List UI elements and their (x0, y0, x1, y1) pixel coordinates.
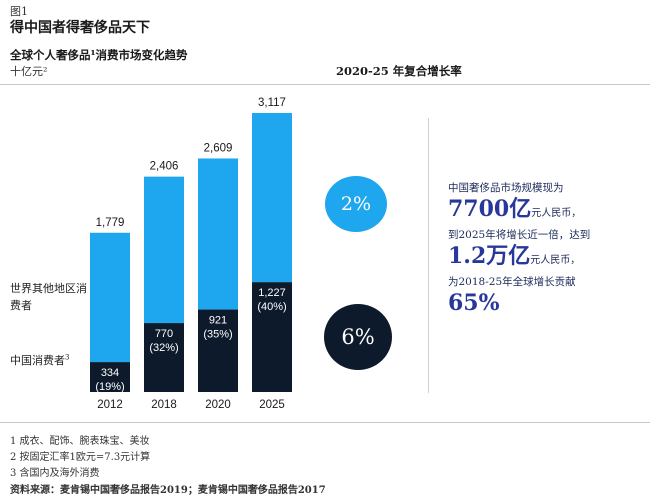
stacked-bar-chart: 1,779 334 (19%) 2012 2,406 770 (32%) 2018 2,609 9… (90, 97, 292, 411)
summary-line1: 中国奢侈品市场规模现为 (448, 182, 564, 194)
china-share-label-2018: (32%) (149, 342, 178, 354)
total-label-2018: 2,406 (150, 161, 179, 173)
bar-china-2012 (90, 362, 130, 392)
figure-label: 图1 (10, 5, 28, 18)
chart-unit: 十亿元² (10, 65, 48, 78)
summary-unit2: 元人民币， (530, 255, 581, 266)
bar-world-2018 (144, 176, 184, 324)
summary-unit1: 元人民币， (531, 208, 582, 219)
x-tick-2020: 2020 (205, 399, 231, 411)
china-value-label-2012: 334 (101, 367, 119, 379)
cagr-china-circle: 6% (324, 304, 392, 370)
china-value-label-2025: 1,227 (258, 287, 286, 299)
china-share-label-2012: (19%) (95, 381, 124, 393)
vertical-divider (428, 118, 429, 393)
summary-line2: 到2025年将增长近一倍，达到 (448, 229, 591, 241)
footnote-3: 3 含国内及海外消费 (10, 468, 100, 479)
total-label-2025: 3,117 (258, 97, 286, 109)
summary-big1: 7700亿 (448, 196, 532, 222)
summary-value-growth-share: 65% (448, 290, 500, 316)
summary-value-market-size: 7700亿元人民币， (448, 196, 648, 227)
bar-china-2025 (252, 282, 292, 392)
footnote-1: 1 成衣、配饰、腕表珠宝、美妆 (10, 436, 150, 447)
footnote-divider (0, 422, 650, 423)
x-tick-2025: 2025 (259, 399, 285, 411)
total-label-2020: 2,609 (204, 142, 233, 154)
china-value-label-2018: 770 (155, 328, 173, 340)
total-label-2012: 1,779 (96, 217, 125, 229)
bar-china-2020 (198, 309, 238, 392)
legend-world-consumers: 世界其他地区消费者 (10, 282, 87, 312)
footnote-2: 2 按固定汇率1欧元=7.3元计算 (10, 452, 151, 463)
x-tick-2012: 2012 (97, 399, 123, 411)
x-tick-2018: 2018 (151, 399, 177, 411)
cagr-world-circle: 2% (325, 176, 387, 232)
bar-china-2018 (144, 323, 184, 392)
figure-title: 得中国者得奢侈品天下 (10, 20, 150, 36)
summary-value-2025: 1.2万亿元人民币， (448, 243, 648, 274)
bar-world-2025 (252, 113, 292, 283)
legend-china-label: 中国消费者 (10, 354, 65, 367)
china-value-label-2020: 921 (209, 315, 227, 327)
china-share-label-2025: (40%) (257, 301, 286, 313)
summary-big2: 1.2万亿 (448, 243, 531, 269)
source-note: 资料来源：麦肯锡中国奢侈品报告2019；麦肯锡中国奢侈品报告2017 (10, 485, 326, 496)
cagr-title: 2020-25 年复合增长率 (336, 64, 462, 78)
summary-line3: 为2018-25年全球增长贡献 (448, 276, 576, 288)
legend-china-consumers: 中国消费者3 (10, 352, 69, 368)
bar-world-2020 (198, 158, 238, 310)
china-share-label-2020: (35%) (203, 329, 232, 341)
header-divider (0, 84, 650, 85)
bar-world-2012 (90, 232, 130, 363)
chart-title: 全球个人奢侈品¹消费市场变化趋势 (10, 48, 188, 62)
summary-callout: 中国奢侈品市场规模现为 7700亿元人民币， 到2025年将增长近一倍，达到 1… (448, 180, 648, 316)
legend-china-footnote-mark: 3 (65, 353, 70, 362)
